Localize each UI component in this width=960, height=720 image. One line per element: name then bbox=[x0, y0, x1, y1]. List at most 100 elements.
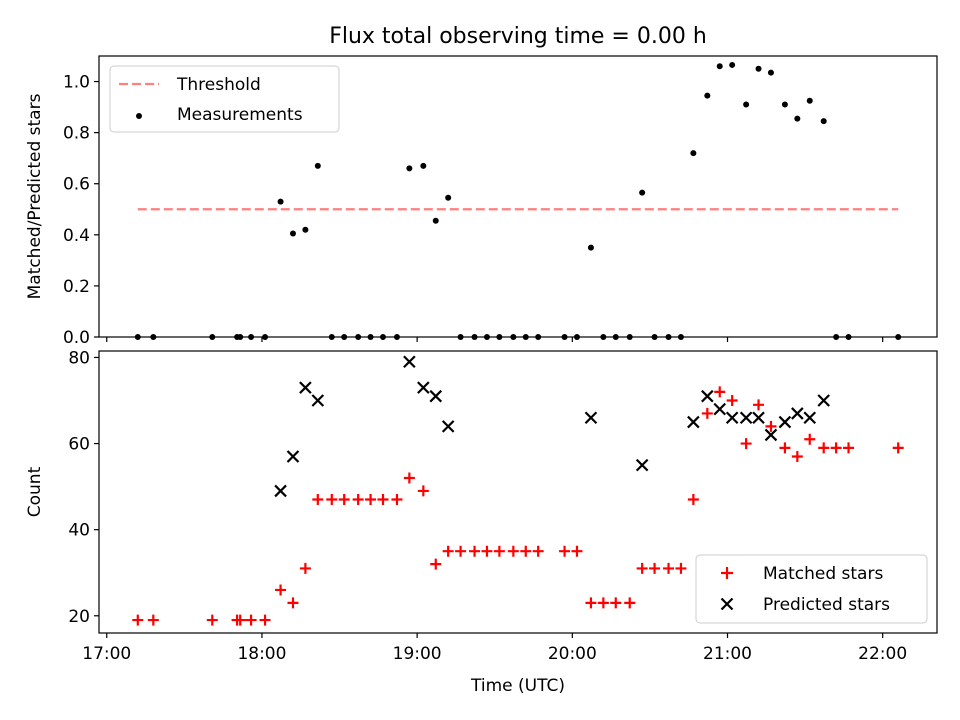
measurement-point bbox=[420, 162, 427, 169]
y-tick-label: 20 bbox=[68, 607, 90, 627]
measurement-point bbox=[755, 65, 762, 72]
legend-predicted-label: Predicted stars bbox=[763, 595, 890, 615]
legend-box bbox=[695, 554, 928, 624]
measurement-point bbox=[355, 334, 362, 340]
predicted-star-marker bbox=[778, 415, 792, 429]
measurement-point bbox=[626, 334, 633, 340]
measurement-point bbox=[379, 334, 386, 340]
predicted-star-marker bbox=[817, 394, 830, 407]
measurement-point bbox=[895, 334, 902, 340]
predicted-star-marker bbox=[311, 394, 325, 407]
measurement-point bbox=[690, 150, 697, 157]
measurement-point bbox=[209, 334, 216, 340]
matched-star-marker bbox=[726, 395, 738, 407]
matched-star-marker bbox=[740, 438, 752, 450]
x-tick-label: 21:00 bbox=[703, 644, 752, 664]
measurement-point bbox=[781, 101, 788, 108]
measurement-point bbox=[729, 61, 736, 68]
matched-star-marker bbox=[147, 614, 159, 626]
measurement-point bbox=[510, 334, 517, 340]
predicted-star-marker bbox=[739, 411, 753, 425]
matched-star-marker bbox=[352, 494, 364, 506]
predicted-star-marker bbox=[791, 407, 804, 420]
predicted-star-marker bbox=[701, 389, 714, 403]
legend-matched-label: Matched stars bbox=[763, 564, 883, 584]
legend-threshold-label: Threshold bbox=[176, 75, 261, 95]
measurement-point bbox=[277, 198, 284, 205]
measurement-point bbox=[471, 334, 478, 340]
measurement-point bbox=[341, 334, 348, 340]
matched-star-marker bbox=[818, 442, 830, 454]
matched-star-marker bbox=[843, 442, 855, 454]
x-tick-label: 18:00 bbox=[237, 644, 286, 664]
predicted-star-marker bbox=[441, 420, 455, 433]
matched-star-marker bbox=[649, 562, 661, 574]
measurement-point bbox=[393, 334, 400, 340]
predicted-star-marker bbox=[752, 411, 765, 425]
matched-star-marker bbox=[455, 545, 467, 557]
x-tick-label: 20:00 bbox=[548, 644, 597, 664]
measurement-point bbox=[457, 334, 464, 340]
measurement-point bbox=[833, 334, 840, 340]
matched-star-marker bbox=[299, 562, 311, 574]
measurement-point bbox=[367, 334, 374, 340]
matched-star-marker bbox=[701, 407, 713, 419]
predicted-star-marker bbox=[274, 484, 287, 498]
predicted-star-marker bbox=[417, 381, 430, 394]
predicted-star-marker bbox=[687, 415, 700, 429]
measurement-point bbox=[845, 334, 852, 340]
top-axes: 0.0 0.2 0.4 0.6 0.8 1.0 Matched/Predicted star… bbox=[25, 55, 938, 348]
matched-star-marker bbox=[597, 597, 609, 609]
measurement-point bbox=[587, 244, 594, 251]
y-tick-label: 60 bbox=[68, 435, 90, 455]
measurement-point bbox=[150, 334, 157, 340]
measurement-point bbox=[134, 334, 141, 340]
matched-star-marker bbox=[469, 545, 481, 557]
measurement-point bbox=[496, 334, 503, 340]
measurement-point bbox=[262, 334, 269, 340]
matched-star-marker bbox=[132, 614, 144, 626]
legend-measurements-swatch bbox=[136, 113, 142, 119]
measurement-point bbox=[561, 334, 568, 340]
y-axis-label: Matched/Predicted stars bbox=[25, 93, 45, 299]
predicted-star-marker bbox=[584, 411, 598, 425]
measurement-point bbox=[535, 334, 542, 340]
matched-star-marker bbox=[365, 494, 377, 506]
matched-star-marker bbox=[830, 442, 842, 454]
matched-star-marker bbox=[714, 386, 726, 398]
matched-star-marker bbox=[287, 597, 299, 609]
matched-star-marker bbox=[779, 442, 791, 454]
matched-star-marker bbox=[338, 494, 350, 506]
predicted-star-marker bbox=[286, 450, 300, 463]
measurement-point bbox=[328, 334, 335, 340]
measurement-point bbox=[806, 97, 813, 104]
y-tick-label: 40 bbox=[68, 521, 90, 541]
matched-star-marker bbox=[610, 597, 622, 609]
matched-star-marker bbox=[206, 614, 218, 626]
legend-bottom: Matched stars Predicted stars bbox=[695, 554, 928, 624]
matched-star-marker bbox=[442, 545, 454, 557]
y-tick-label: 0.6 bbox=[63, 175, 90, 195]
matched-star-marker bbox=[520, 545, 532, 557]
x-tick-label: 22:00 bbox=[858, 644, 907, 664]
measurement-point bbox=[704, 92, 711, 99]
predicted-star-marker bbox=[299, 381, 312, 394]
bottom-axes: 20 40 60 80 Count 17:00 18:00 19:00 20:00 21:00 22… bbox=[25, 348, 938, 696]
matched-star-marker bbox=[391, 494, 403, 506]
x-tick-label: 17:00 bbox=[82, 644, 131, 664]
measurement-point bbox=[612, 334, 619, 340]
measurement-point bbox=[677, 334, 684, 340]
legend-box bbox=[109, 65, 340, 133]
measurement-point bbox=[406, 165, 413, 172]
matched-star-marker bbox=[765, 420, 777, 432]
measurement-point bbox=[820, 118, 827, 125]
matched-star-marker bbox=[624, 597, 636, 609]
matched-star-marker bbox=[804, 433, 816, 445]
matched-star-marker bbox=[559, 545, 571, 557]
predicted-star-marker bbox=[403, 355, 416, 369]
legend-measurements-label: Measurements bbox=[177, 105, 303, 125]
matched-star-marker bbox=[326, 494, 338, 506]
measurement-point bbox=[651, 334, 658, 340]
matched-star-marker bbox=[275, 584, 287, 596]
measurement-point bbox=[483, 334, 490, 340]
